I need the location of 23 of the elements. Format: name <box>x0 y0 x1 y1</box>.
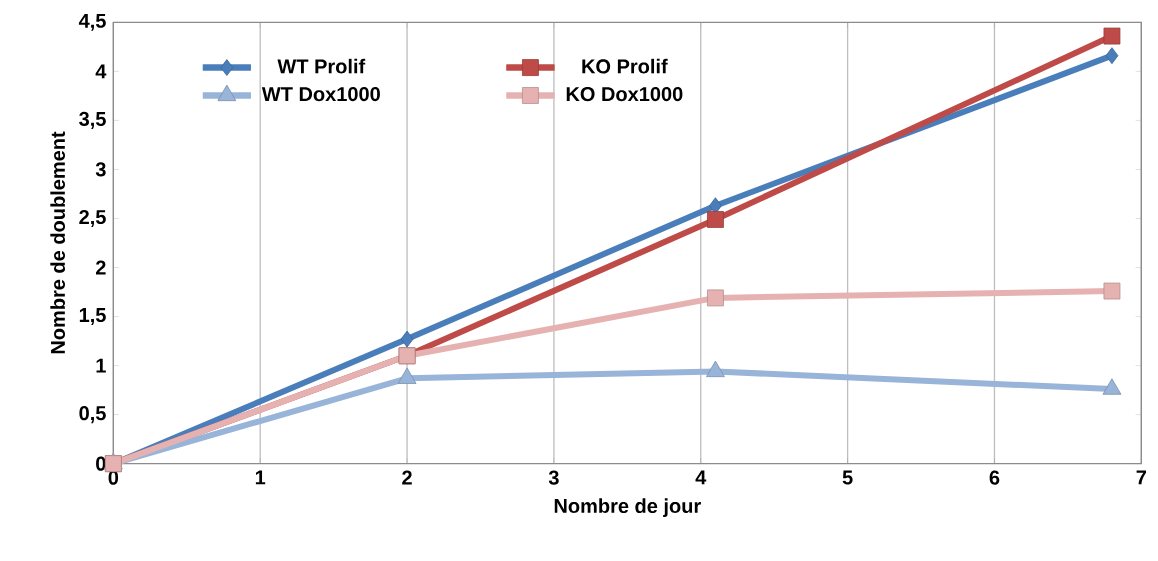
x-tick-label: 7 <box>1136 470 1147 485</box>
legend-label: WT Prolif <box>277 58 366 74</box>
x-tick-label: 5 <box>842 470 853 485</box>
y-tick-label: 2,5 <box>79 209 106 227</box>
y-tick-label: 4,5 <box>78 13 106 31</box>
x-tick-label: 4 <box>695 470 707 485</box>
y-tick-label: 0,5 <box>79 406 106 424</box>
y-tick-label: 4 <box>95 64 107 79</box>
legend-label: WT Dox1000 <box>261 86 380 102</box>
x-tick-label: 6 <box>989 470 1000 485</box>
legend-label: KO Dox1000 <box>566 86 683 102</box>
y-tick-label: 1,5 <box>79 308 106 325</box>
y-tick-label: 3 <box>95 162 106 177</box>
y-tick-label: 1 <box>96 358 106 373</box>
y-axis-title: Nombre de doublement <box>50 131 66 354</box>
x-axis-title: Nombre de jour <box>554 498 701 518</box>
y-tick-label: 2 <box>95 260 106 275</box>
x-tick-label: 2 <box>402 470 412 485</box>
x-tick-label: 3 <box>548 470 559 485</box>
x-tick-label: 1 <box>255 470 266 485</box>
legend-label: KO Prolif <box>582 58 668 74</box>
y-tick-label: 3,5 <box>79 111 106 129</box>
y-tick-label: 0 <box>96 456 106 471</box>
